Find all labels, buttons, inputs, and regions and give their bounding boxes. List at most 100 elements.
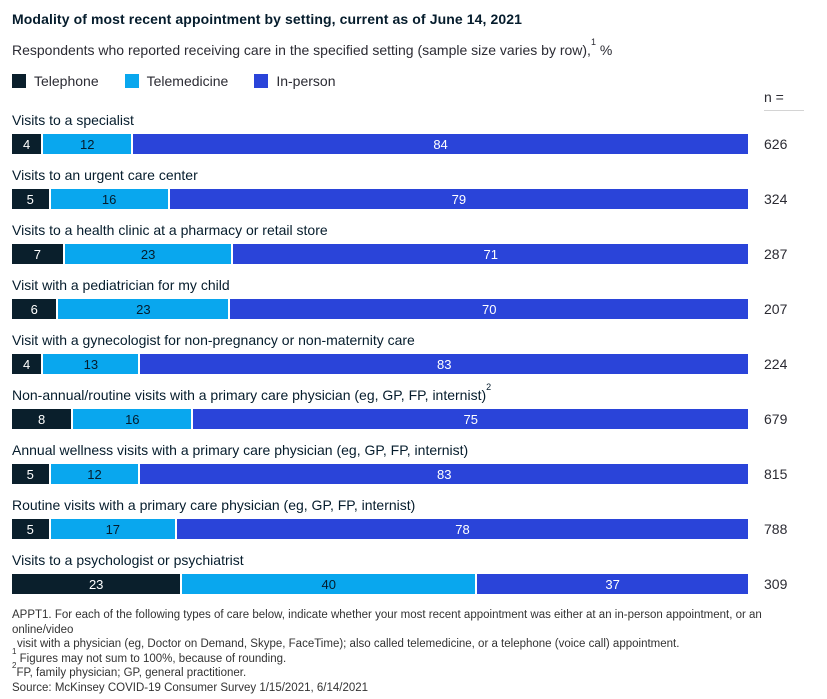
bar-track: 6 23 70 <box>12 299 748 319</box>
legend-swatch-icon <box>254 74 269 88</box>
bar-segment-telemedicine: 23 <box>58 299 229 319</box>
bar-segment-telephone: 5 <box>12 189 49 209</box>
subtitle: Respondents who reported receiving care … <box>12 38 804 59</box>
footnote-text: APPT1. For each of the following types o… <box>12 609 762 636</box>
bar-segment-telemedicine: 16 <box>50 189 168 209</box>
bar-line: 5 17 78 788 <box>12 519 804 539</box>
footnote-marker: 1 <box>12 646 17 656</box>
bar-segment-in-person: 75 <box>193 409 748 429</box>
row-label: Visit with a gynecologist for non-pregna… <box>12 331 804 349</box>
bar-segment-telephone: 5 <box>12 519 49 539</box>
bar-segment-in-person: 83 <box>140 354 748 374</box>
footnote-text: Source: McKinsey COVID-19 Consumer Surve… <box>12 681 369 694</box>
page-title: Modality of most recent appointment by s… <box>12 11 523 27</box>
row-label: Annual wellness visits with a primary ca… <box>12 441 804 459</box>
bar-track: 5 16 79 <box>12 189 748 209</box>
bar-segment-telephone: 4 <box>12 354 42 374</box>
n-column-header: n = <box>764 89 804 111</box>
footnote-line: 2FP, family physician; GP, general pract… <box>12 662 804 681</box>
row-label: Visit with a pediatrician for my child <box>12 276 804 294</box>
legend-label: Telephone <box>34 73 99 89</box>
n-value: 788 <box>764 521 788 537</box>
footnote-line: visit with a physician (eg, Doctor on De… <box>12 637 804 652</box>
row-label: Visits to a health clinic at a pharmacy … <box>12 221 804 239</box>
bar-line: 8 16 75 679 <box>12 409 804 429</box>
bar-segment-telemedicine: 23 <box>64 244 232 264</box>
n-value: 626 <box>764 136 788 152</box>
footnote-text: FP, family physician; GP, general practi… <box>16 667 247 679</box>
chart-rows: Visits to a specialist 4 12 84 626 Visits to … <box>12 111 804 594</box>
footnote-text: visit with a physician (eg, Doctor on De… <box>17 638 680 650</box>
bar-line: 6 23 70 207 <box>12 299 804 319</box>
n-value: 815 <box>764 466 788 482</box>
row-label: Routine visits with a primary care physi… <box>12 496 804 514</box>
bar-segment-telemedicine: 13 <box>43 354 139 374</box>
legend-swatch-icon <box>124 74 139 88</box>
legend-item-telemedicine: Telemedicine <box>124 73 229 89</box>
row-label-text: Non-annual/routine visits with a primary… <box>12 387 487 403</box>
bar-segment-telephone: 7 <box>12 244 63 264</box>
bar-line: 4 13 83 224 <box>12 354 804 374</box>
row-label-text: Visits to an urgent care center <box>12 167 198 183</box>
footnote-line: 1 Figures may not sum to 100%, because o… <box>12 647 804 667</box>
row-label: Visits to an urgent care center <box>12 166 804 184</box>
footnotes: APPT1. For each of the following types o… <box>12 608 804 695</box>
bar-segment-in-person: 71 <box>233 244 748 264</box>
bar-segment-in-person: 79 <box>169 189 748 209</box>
row-label-text: Visit with a gynecologist for non-pregna… <box>12 332 415 348</box>
bar-line: 23 40 37 309 <box>12 574 804 594</box>
legend-item-in-person: In-person <box>254 73 336 89</box>
n-value: 224 <box>764 356 788 372</box>
row-label-text: Annual wellness visits with a primary ca… <box>12 442 469 458</box>
chart-row: Visits to a specialist 4 12 84 626 <box>12 111 804 154</box>
row-label-text: Visits to a psychologist or psychiatrist <box>12 552 244 568</box>
legend-swatch-icon <box>12 74 26 88</box>
bar-track: 5 12 83 <box>12 464 748 484</box>
chart-row: Non-annual/routine visits with a primary… <box>12 383 804 429</box>
stacked-bar-chart: n = Visits to a specialist 4 12 84 626 Visits… <box>12 89 804 594</box>
row-label-text: Routine visits with a primary care physi… <box>12 497 416 513</box>
bar-segment-telemedicine: 12 <box>43 134 132 154</box>
chart-row: Visit with a gynecologist for non-pregna… <box>12 331 804 374</box>
bar-track: 5 17 78 <box>12 519 748 539</box>
n-value: 287 <box>764 246 788 262</box>
n-value: 309 <box>764 576 788 592</box>
bar-segment-telemedicine: 17 <box>50 519 176 539</box>
legend-label: Telemedicine <box>146 73 229 89</box>
bar-track: 23 40 37 <box>12 574 748 594</box>
bar-segment-telephone: 23 <box>12 574 181 594</box>
bar-line: 4 12 84 626 <box>12 134 804 154</box>
bar-track: 4 12 84 <box>12 134 748 154</box>
row-label: Visits to a psychologist or psychiatrist <box>12 551 804 569</box>
row-label-text: Visits to a health clinic at a pharmacy … <box>12 222 328 238</box>
bar-track: 7 23 71 <box>12 244 748 264</box>
chart-row: Routine visits with a primary care physi… <box>12 496 804 539</box>
bar-segment-telephone: 6 <box>12 299 57 319</box>
footnote-line: APPT1. For each of the following types o… <box>12 608 804 637</box>
chart-legend: Telephone Telemedicine In-person <box>12 73 804 89</box>
bar-track: 8 16 75 <box>12 409 748 429</box>
chart-row: Annual wellness visits with a primary ca… <box>12 441 804 484</box>
bar-segment-in-person: 78 <box>177 519 748 539</box>
subtitle-unit: % <box>595 42 613 58</box>
bar-segment-in-person: 70 <box>230 299 748 319</box>
bar-segment-telemedicine: 40 <box>182 574 476 594</box>
subtitle-text: Respondents who reported receiving care … <box>12 42 591 58</box>
bar-segment-telemedicine: 16 <box>73 409 192 429</box>
footnote-line: Source: McKinsey COVID-19 Consumer Surve… <box>12 681 804 696</box>
row-label: Non-annual/routine visits with a primary… <box>12 383 804 404</box>
n-value: 324 <box>764 191 788 207</box>
legend-label: In-person <box>276 73 336 89</box>
row-label-text: Visits to a specialist <box>12 112 134 128</box>
bar-segment-in-person: 84 <box>133 134 748 154</box>
row-label-footnote-marker: 2 <box>486 382 492 393</box>
bar-line: 5 12 83 815 <box>12 464 804 484</box>
bar-track: 4 13 83 <box>12 354 748 374</box>
bar-line: 5 16 79 324 <box>12 189 804 209</box>
bar-line: 7 23 71 287 <box>12 244 804 264</box>
bar-segment-in-person: 37 <box>477 574 748 594</box>
n-value: 207 <box>764 301 788 317</box>
footnote-marker: 2 <box>12 661 17 671</box>
chart-row: Visits to an urgent care center 5 16 79 324 <box>12 166 804 209</box>
